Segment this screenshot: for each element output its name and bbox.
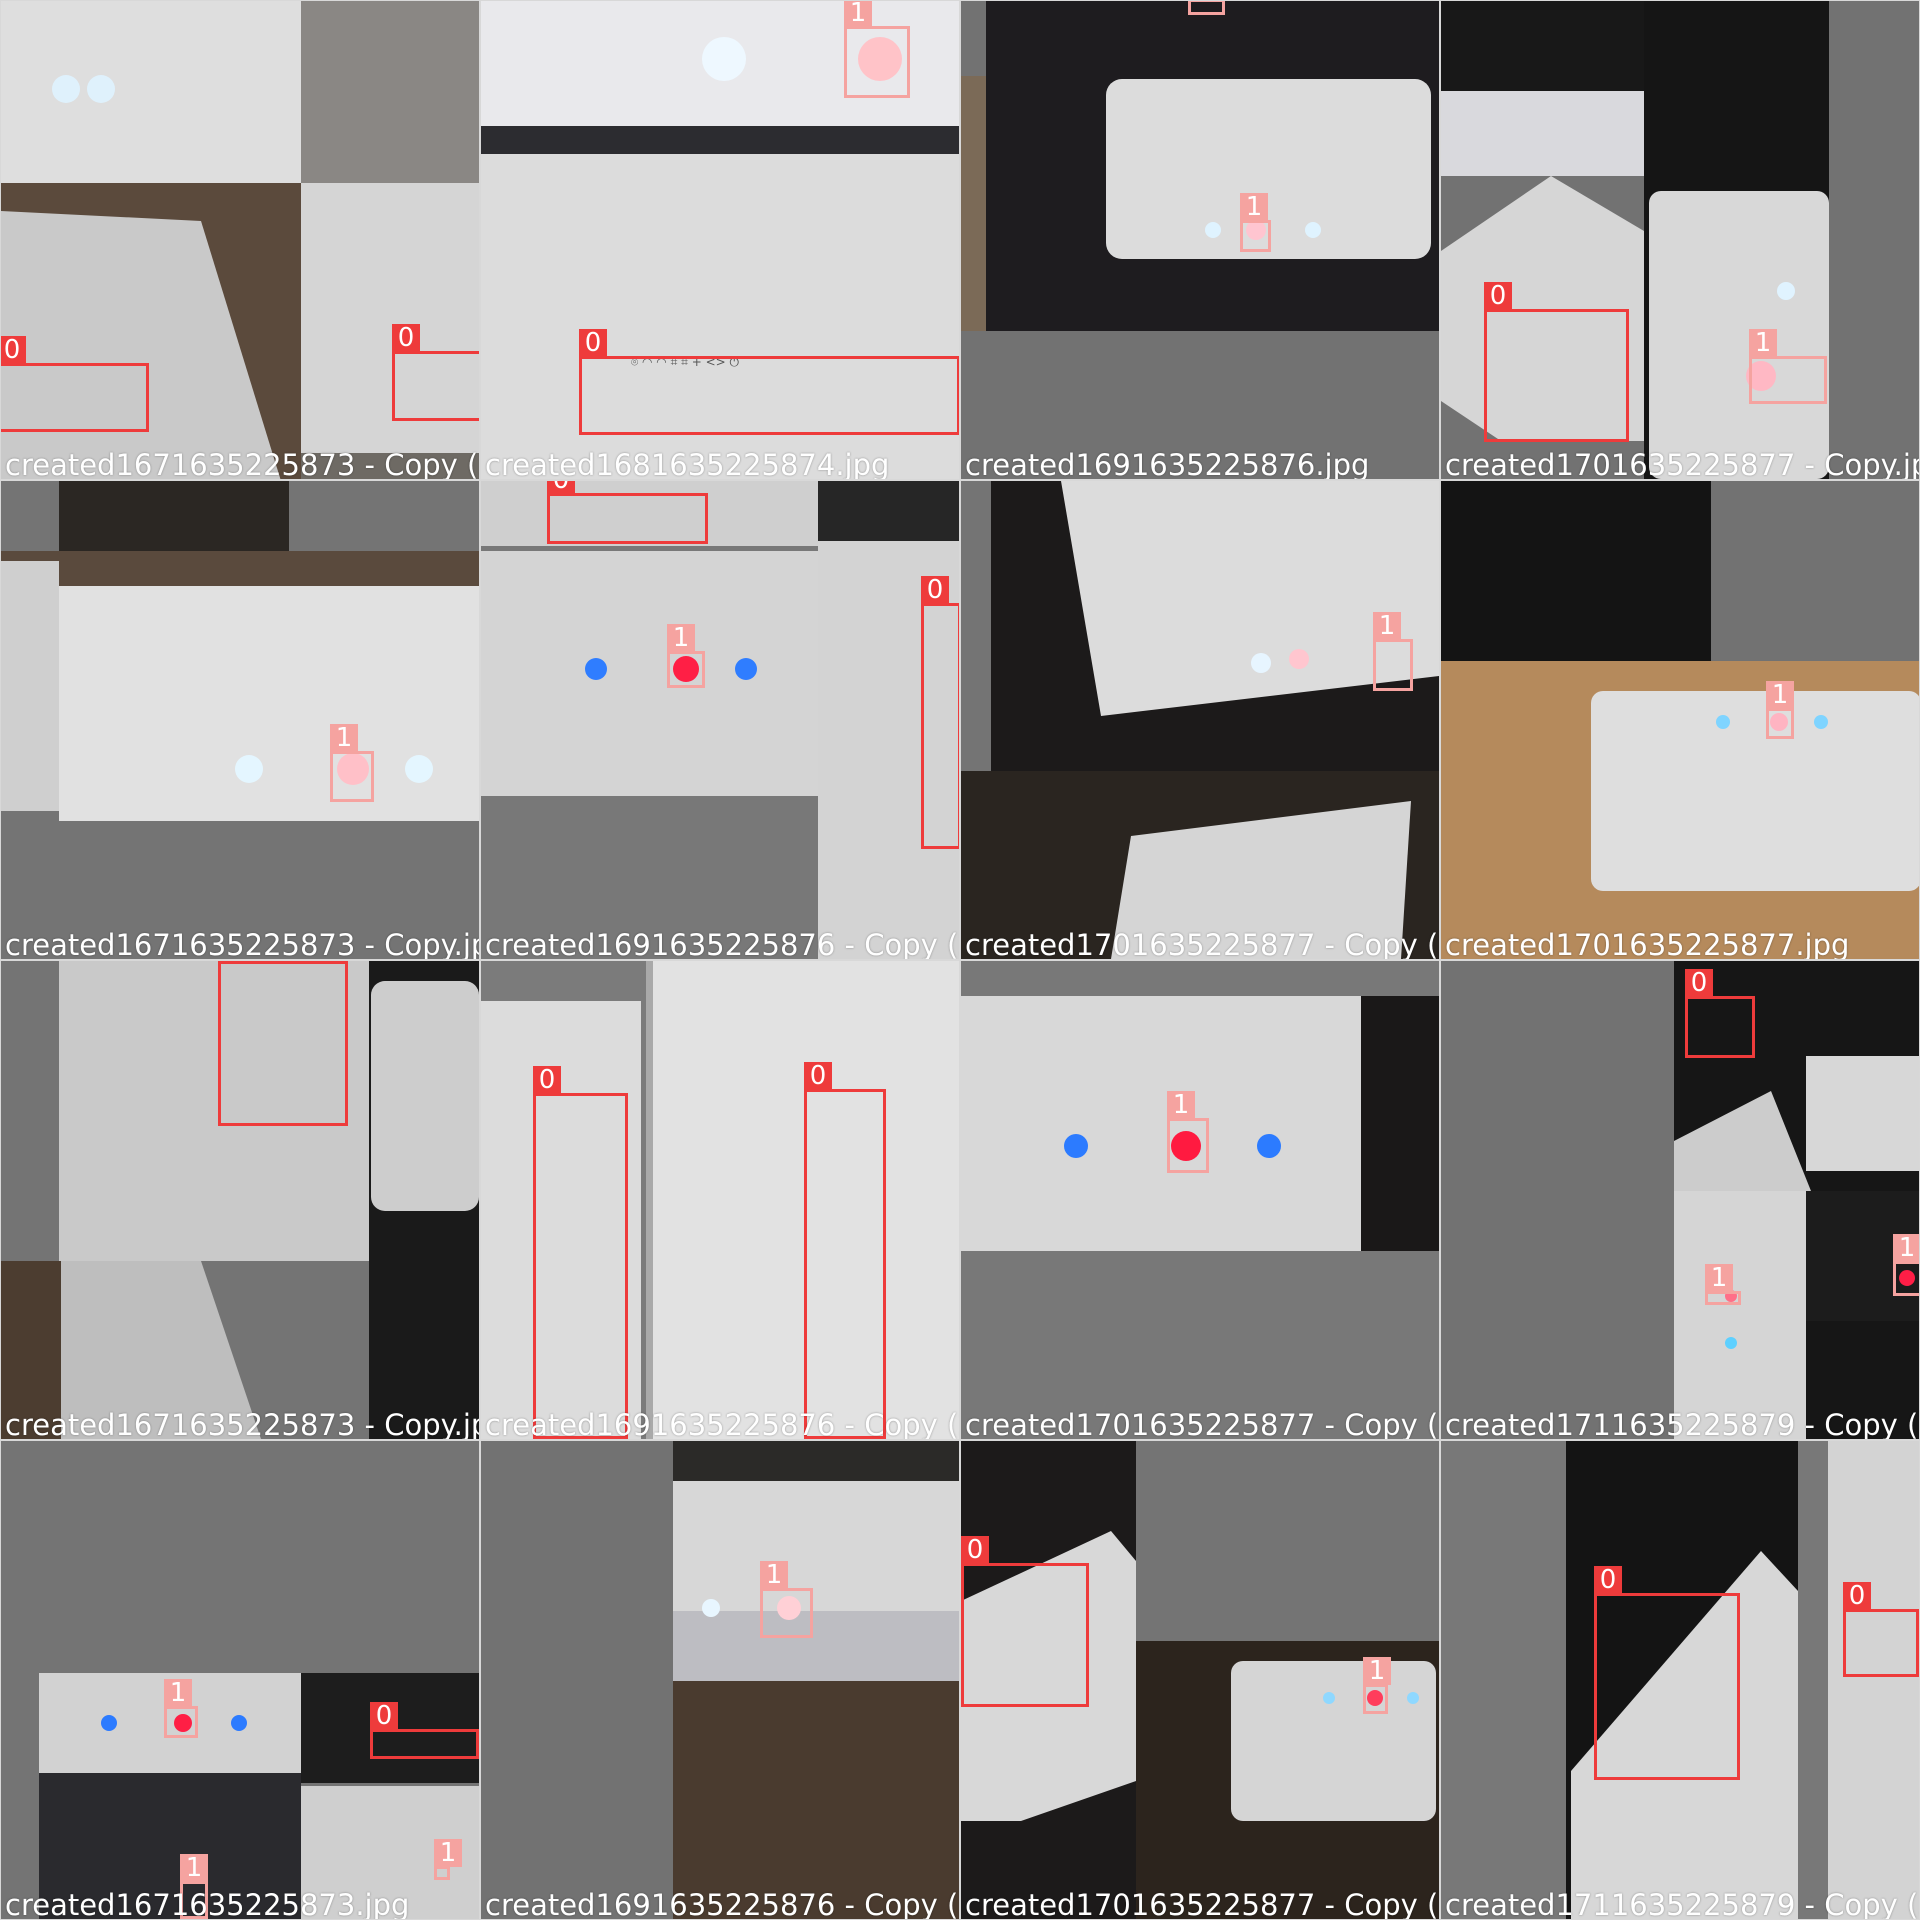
class-label: 1 xyxy=(1766,681,1794,709)
router-photo xyxy=(1,1441,479,1919)
class-label: 0 xyxy=(1843,1582,1871,1610)
mosaic-tile: 1 0 1 1 created1671635225873.jpg xyxy=(0,1440,480,1920)
detection-box-class-0: 0 xyxy=(804,1062,886,1439)
router-photo xyxy=(1,961,479,1439)
mosaic-tile: 1 created1691635225876 - Copy (3).jpg xyxy=(480,1440,960,1920)
detection-box-class-0: 0 xyxy=(1,336,149,432)
detection-box-class-1: 1 xyxy=(667,624,705,688)
detection-box-class-1: 1 xyxy=(164,1679,198,1738)
class-label: 0 xyxy=(1594,1566,1622,1594)
router-photo xyxy=(1,1,479,479)
detection-box-class-0: 0 xyxy=(547,481,708,544)
class-label: 0 xyxy=(804,1062,832,1090)
detection-box-class-0: 0 xyxy=(921,576,959,849)
detection-box-class-1: 1 xyxy=(844,1,910,98)
class-label: 0 xyxy=(921,576,949,604)
detection-box-class-1: 1 xyxy=(1749,329,1827,404)
router-photo xyxy=(1441,1441,1919,1919)
class-label: 0 xyxy=(1,336,26,364)
router-photo xyxy=(1441,1,1919,479)
detection-box-class-1: 1 xyxy=(330,724,374,802)
router-photo xyxy=(1441,481,1919,959)
mosaic-tile: 0 created1671635225873 - Copy.jpg xyxy=(0,960,480,1440)
mosaic-tile: 0 0 created1691635225876 - Copy (2).jpg xyxy=(480,960,960,1440)
detection-box-class-1: 1 xyxy=(180,1854,208,1919)
detection-box-class-0: 0 xyxy=(218,961,348,1126)
detection-box-class-1: 1 xyxy=(760,1561,813,1638)
router-photo xyxy=(961,1,1439,479)
detection-box-class-1: 1 xyxy=(1188,1,1225,15)
detection-box-class-1: 1 xyxy=(1705,1264,1741,1305)
mosaic-tile: 0 1 0 created1691635225876 - Copy (2).jp… xyxy=(480,480,960,960)
class-label: 0 xyxy=(1685,969,1713,997)
class-label: 1 xyxy=(1240,193,1268,221)
router-photo xyxy=(481,481,959,959)
mosaic-tile: 1 created1671635225873 - Copy.jpg xyxy=(0,480,480,960)
class-label: 0 xyxy=(392,324,420,352)
class-label: 1 xyxy=(1363,1657,1391,1685)
detection-box-class-1: 1 xyxy=(434,1839,462,1880)
detection-box-class-0: 0 xyxy=(579,329,959,435)
class-label: 0 xyxy=(961,1536,989,1564)
mosaic-tile: 0 0 created1671635225873 - Copy (2).jpg xyxy=(0,0,480,480)
detection-box-class-0: 0 xyxy=(1843,1582,1919,1677)
class-label: 0 xyxy=(533,1066,561,1094)
mosaic-tile: 0 1 created1701635225877 - Copy.jpg xyxy=(1440,0,1920,480)
router-photo xyxy=(1,481,479,959)
mosaic-tile: 1 created1701635225877.jpg xyxy=(1440,480,1920,960)
class-label: 1 xyxy=(760,1561,788,1589)
class-label: 0 xyxy=(1484,282,1512,310)
detection-box-class-1: 1 xyxy=(1167,1091,1209,1173)
class-label: 1 xyxy=(844,1,872,27)
class-label: 0 xyxy=(218,961,246,962)
detection-box-class-1: 1 xyxy=(1893,1234,1919,1296)
class-label: 0 xyxy=(579,329,607,357)
detection-box-class-0: 0 xyxy=(533,1066,628,1439)
router-photo xyxy=(961,1441,1439,1919)
mosaic-tile: 1 created1701635225877 - Copy (2).jpg xyxy=(960,480,1440,960)
mosaic-tile: ⌾ ◠ ◠ ⌗ ⌗ + <> ⏻ 1 0 created168163522587… xyxy=(480,0,960,480)
class-label: 1 xyxy=(1167,1091,1195,1119)
detection-box-class-1: 1 xyxy=(1766,681,1794,739)
detection-box-class-1: 1 xyxy=(1240,193,1271,252)
detection-box-class-0: 0 xyxy=(961,1536,1089,1707)
detection-box-class-0: 0 xyxy=(1594,1566,1740,1780)
class-label: 1 xyxy=(1373,612,1401,640)
class-label: 1 xyxy=(330,724,358,752)
router-photo xyxy=(481,1441,959,1919)
class-label: 1 xyxy=(1893,1234,1919,1262)
class-label: 0 xyxy=(547,481,575,494)
mosaic-tile: 0 1 1 created1711635225879 - Copy (2).jp… xyxy=(1440,960,1920,1440)
class-label: 0 xyxy=(370,1702,398,1730)
router-photo xyxy=(1441,961,1919,1439)
class-label: 1 xyxy=(180,1854,208,1882)
detection-box-class-1: 1 xyxy=(1373,612,1413,691)
class-label: 1 xyxy=(1749,329,1777,357)
class-label: 1 xyxy=(164,1679,192,1707)
class-label: 1 xyxy=(434,1839,462,1867)
mosaic-tile: 1 1 created1691635225876.jpg xyxy=(960,0,1440,480)
mosaic-tile: 0 1 created1701635225877 - Copy (3).jpg xyxy=(960,1440,1440,1920)
detection-box-class-0: 0 xyxy=(370,1702,479,1759)
detection-box-class-0: 0 xyxy=(1685,969,1755,1058)
router-photo: ⌾ ◠ ◠ ⌗ ⌗ + <> ⏻ xyxy=(481,1,959,479)
class-label: 1 xyxy=(1705,1264,1733,1292)
detection-box-class-0: 0 xyxy=(392,324,479,421)
detection-box-class-0: 0 xyxy=(1484,282,1629,442)
mosaic-tile: 0 0 created1711635225879 - Copy (3).jpg xyxy=(1440,1440,1920,1920)
router-photo xyxy=(481,961,959,1439)
router-photo xyxy=(961,481,1439,959)
router-photo xyxy=(961,961,1439,1439)
class-label: 1 xyxy=(667,624,695,652)
detection-box-class-1: 1 xyxy=(1363,1657,1391,1714)
mosaic-tile: 1 created1701635225877 - Copy (2).jpg xyxy=(960,960,1440,1440)
